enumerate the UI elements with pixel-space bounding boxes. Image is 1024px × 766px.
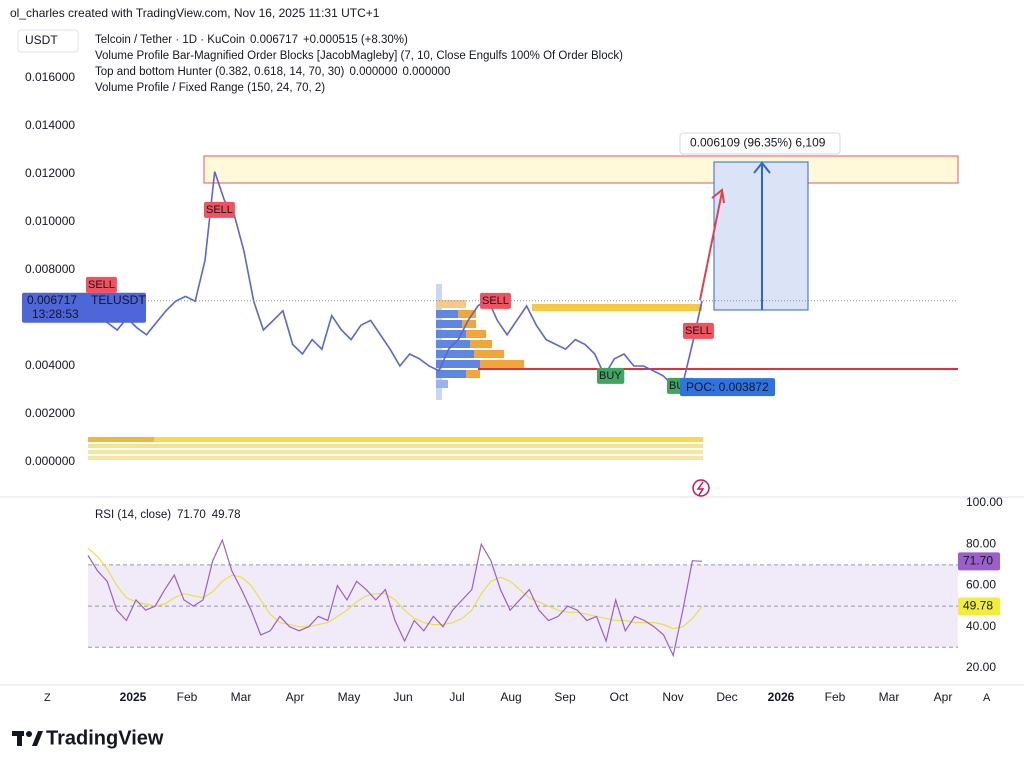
attribution: ol_charles created with TradingView.com,…: [10, 6, 380, 20]
x-tick-label: May: [338, 690, 361, 704]
measure-label: 0.006109 (96.35%) 6,109: [690, 136, 826, 150]
x-tick-label: Feb: [177, 690, 198, 704]
order-block: [203, 155, 959, 184]
sell-signal: SELL: [482, 295, 509, 307]
price-tag: 0.006717: [27, 293, 77, 307]
sell-signal-bg: [86, 276, 117, 293]
x-tick-label: Apr: [934, 690, 953, 704]
alert-icon[interactable]: [692, 479, 710, 497]
y-tick-label: 0.016000: [25, 70, 75, 84]
x-tick-label: Aug: [500, 690, 521, 704]
y-tick-label: 100.00: [966, 495, 1003, 509]
x-tick-label: Nov: [662, 690, 683, 704]
rsi-tag-bg: [958, 552, 1000, 571]
time-axis-z: Z: [44, 692, 51, 704]
y-tick-label: 0.012000: [25, 166, 75, 180]
alert-bolt: [696, 481, 705, 496]
poc-label: POC: 0.003872: [686, 380, 769, 394]
bottom-zones: [88, 437, 703, 460]
measure-box: [679, 132, 841, 155]
indicator: Volume Profile Bar-Magnified Order Block…: [95, 50, 623, 62]
indicator-value: 0.000000: [350, 66, 398, 78]
x-tick-label: Apr: [286, 690, 305, 704]
volume-profile: [436, 284, 702, 400]
sell-signal-bg: [683, 322, 714, 339]
logo-mark: [12, 731, 43, 746]
y-tick-label: 0.004000: [25, 358, 75, 372]
price-line: [87, 171, 703, 386]
y-tick-label: 0.014000: [25, 118, 75, 132]
buy-signal-bg: [597, 367, 625, 384]
x-tick-label: Oct: [610, 690, 629, 704]
ticker-tag: TELUSDT: [91, 293, 146, 307]
price-change: +0.000515 (+8.30%): [303, 34, 408, 46]
x-tick-label: Sep: [554, 690, 576, 704]
sell-signal: SELL: [685, 325, 712, 337]
rsi-ma-line: [87, 547, 703, 630]
indicator: Top and bottom Hunter (0.382, 0.618, 14,…: [95, 66, 345, 78]
target-arrow: [699, 191, 723, 301]
symbol: Telcoin / Tether · 1D · KuCoin: [95, 34, 245, 46]
indicator: Volume Profile / Fixed Range (150, 24, 7…: [95, 82, 325, 94]
footer-logo: TradingView: [46, 727, 164, 749]
buy-signal: BUY: [599, 370, 622, 382]
y-tick-label: 0.002000: [25, 406, 75, 420]
rsi-line: [87, 538, 703, 658]
price-tag-bg: [22, 292, 146, 323]
y-tick-label: 0.008000: [25, 262, 75, 276]
time-axis-a: A: [983, 692, 991, 704]
sell-signal-bg: [204, 201, 235, 218]
y-tick-label: 40.00: [966, 619, 996, 633]
currency-box: [17, 29, 79, 53]
currency: USDT: [25, 33, 58, 47]
x-tick-label: 2025: [120, 690, 147, 704]
sell-signal: SELL: [206, 204, 233, 216]
x-tick-label: Dec: [716, 690, 737, 704]
x-tick-label: Jul: [449, 690, 464, 704]
sell-signal-bg: [480, 292, 511, 309]
poc-label-bg: [680, 378, 776, 397]
indicator-value: 0.000000: [402, 66, 450, 78]
last-price: 0.006717: [250, 34, 298, 46]
rsi-tag-bg: [958, 597, 1000, 616]
sell-signal: SELL: [88, 279, 115, 291]
arrow-head: [753, 161, 771, 174]
arrow-head: [711, 188, 725, 204]
y-tick-label: 0.010000: [25, 214, 75, 228]
rsi-value: 49.78: [212, 509, 241, 521]
x-tick-label: Jun: [393, 690, 412, 704]
countdown: 13:28:53: [32, 307, 79, 321]
x-tick-label: Mar: [231, 690, 252, 704]
x-tick-label: Feb: [825, 690, 846, 704]
y-tick-label: 60.00: [966, 578, 996, 592]
x-tick-label: Mar: [879, 690, 900, 704]
y-tick-label: 20.00: [966, 660, 996, 674]
rsi-tag: 49.78: [963, 599, 993, 613]
y-tick-label: 0.000000: [25, 454, 75, 468]
y-tick-label: 80.00: [966, 536, 996, 550]
rsi-title: RSI (14, close): [95, 509, 171, 521]
rsi-value: 71.70: [177, 509, 206, 521]
x-tick-label: 2026: [768, 690, 795, 704]
rsi-tag: 71.70: [963, 554, 993, 568]
